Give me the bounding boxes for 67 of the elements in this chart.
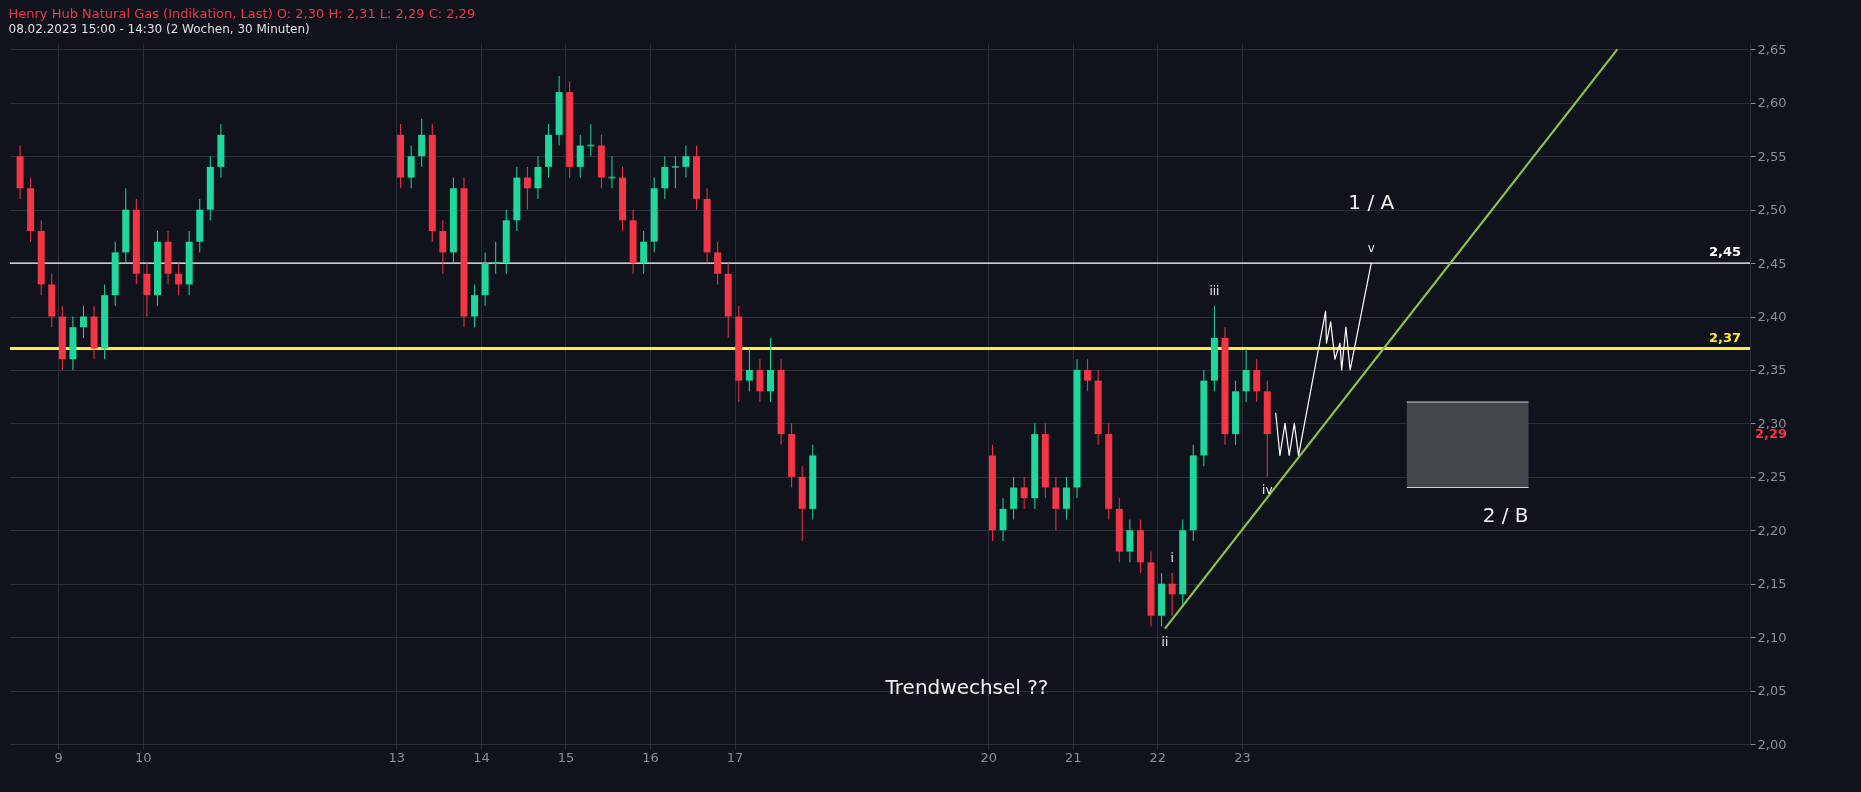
series-label: 2 / B <box>1482 502 1529 527</box>
candlestick <box>682 145 690 179</box>
text: 1 / A <box>1348 190 1395 215</box>
candlestick <box>745 348 753 392</box>
candlestick <box>1253 358 1261 403</box>
y-tick-label: 2,05 <box>1757 683 1787 699</box>
y-tick-label: 2,25 <box>1757 469 1787 485</box>
annotation: ii <box>1161 634 1169 649</box>
y-tick-label: 2,65 <box>1757 41 1787 57</box>
y-tick-label: 2,45 <box>1757 255 1787 271</box>
y-tick-label: 2,10 <box>1757 629 1787 645</box>
candlestick <box>407 145 415 189</box>
y-tick-label: 2,00 <box>1757 736 1787 752</box>
candlestick <box>671 155 679 189</box>
candlestick <box>418 118 426 168</box>
y-tick-label: 2,35 <box>1757 362 1787 378</box>
candlestick <box>608 155 616 189</box>
annotation: iv <box>1262 482 1273 497</box>
candlestick <box>492 241 500 275</box>
chart-title: Henry Hub Natural Gas (Indikation, Last) O: 2,30 H: 2,31 L: 2,29 C: 2,29 <box>8 6 476 22</box>
y-tick-label: 2,60 <box>1757 95 1787 111</box>
y-tick-label: 2,20 <box>1757 522 1787 538</box>
annotation: v <box>1367 241 1375 256</box>
x-tick-label: 22 <box>1149 749 1167 765</box>
candlestick <box>523 166 531 211</box>
candlestick <box>534 155 542 200</box>
candlestick <box>1052 476 1060 531</box>
candlestick <box>640 230 648 275</box>
y-tick-label: 2,40 <box>1757 309 1787 325</box>
x-tick-label: 13 <box>388 749 406 765</box>
candlestick <box>661 155 669 200</box>
ref-line-label: 2,37 <box>1708 329 1741 345</box>
ref-line-label: 2,45 <box>1708 244 1741 260</box>
candlestick <box>1168 572 1176 617</box>
candlestick <box>767 337 774 403</box>
candlestick <box>576 134 584 179</box>
x-tick-label: 14 <box>473 749 490 765</box>
x-tick-label: 15 <box>557 749 575 765</box>
candlestick <box>175 262 183 296</box>
candlestick <box>1010 476 1018 521</box>
annotation: i <box>1170 551 1174 566</box>
annotation: Trendwechsel ?? <box>884 675 1049 699</box>
candlestick <box>587 123 595 157</box>
y-tick-label: 2,15 <box>1757 576 1787 592</box>
candlestick <box>714 241 722 285</box>
candlestick <box>471 283 479 328</box>
candlestick <box>1062 476 1070 521</box>
x-tick-label: 10 <box>134 749 152 765</box>
chart-subtitle: 08.02.2023 15:00 - 14:30 (2 Wochen, 30 Minuten) <box>8 22 310 37</box>
candlestick <box>999 497 1007 542</box>
x-tick-label: 23 <box>1234 749 1251 765</box>
candlestick <box>1242 348 1250 403</box>
y-tick-label: 2,50 <box>1757 202 1787 218</box>
candlestick <box>1020 476 1028 510</box>
x-tick-label: 16 <box>642 749 659 765</box>
annotation: iii <box>1209 283 1220 298</box>
x-tick-label: 20 <box>980 749 997 765</box>
y-tick-label: 2,55 <box>1757 148 1787 164</box>
candlestick <box>1084 358 1092 392</box>
candlestick <box>439 219 447 275</box>
x-tick-label: 21 <box>1065 749 1082 765</box>
x-tick-label: 9 <box>54 749 63 765</box>
candlestick <box>1126 519 1134 563</box>
candlestick <box>79 305 87 339</box>
candlestick <box>756 358 764 403</box>
candlestick <box>143 262 151 318</box>
x-tick-label: 17 <box>726 749 744 765</box>
